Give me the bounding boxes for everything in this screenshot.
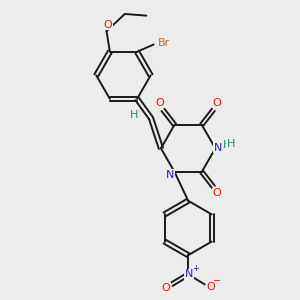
Text: N: N bbox=[214, 143, 222, 153]
Text: H: H bbox=[223, 140, 231, 150]
Text: +: + bbox=[192, 264, 199, 273]
Text: Br: Br bbox=[158, 38, 170, 48]
Text: O: O bbox=[212, 98, 221, 107]
Text: H: H bbox=[227, 140, 236, 149]
Text: O: O bbox=[161, 283, 170, 293]
Text: N: N bbox=[165, 169, 174, 180]
Text: O: O bbox=[212, 188, 221, 199]
Text: H: H bbox=[130, 110, 139, 120]
Text: O: O bbox=[104, 20, 112, 30]
Text: O: O bbox=[206, 282, 215, 292]
Text: O: O bbox=[155, 98, 164, 107]
Text: N: N bbox=[184, 269, 193, 279]
Text: −: − bbox=[213, 276, 221, 286]
